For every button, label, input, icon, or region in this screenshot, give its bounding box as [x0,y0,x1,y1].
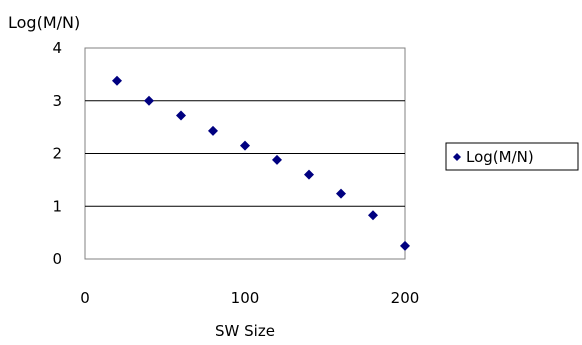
data-point [176,110,186,121]
y-tick-label: 2 [52,145,62,163]
x-tick-label: 0 [80,289,90,307]
legend-label: Log(M/N) [466,148,534,166]
chart-title: Log(M/N) [8,13,80,32]
gridlines [85,100,405,207]
x-axis-label: SW Size [215,322,275,340]
y-tick-label: 0 [52,250,62,268]
legend: Log(M/N) [445,142,579,171]
y-tick-labels: 0 1 2 3 4 [52,39,62,268]
legend-marker [453,153,461,161]
data-point [112,75,122,86]
data-point [400,240,410,251]
y-tick-label: 4 [52,39,62,57]
data-point [240,140,250,151]
data-point [336,188,346,199]
x-tick-label: 100 [231,289,260,307]
y-tick-label: 3 [52,92,62,110]
data-point [368,210,378,221]
x-tick-labels: 0 100 200 [80,289,419,307]
data-point [272,154,282,165]
y-tick-label: 1 [52,197,62,215]
x-tick-label: 200 [391,289,420,307]
legend-box [445,142,579,171]
data-point [144,95,154,106]
data-point [208,125,218,136]
data-point [304,169,314,180]
data-points [112,75,410,251]
